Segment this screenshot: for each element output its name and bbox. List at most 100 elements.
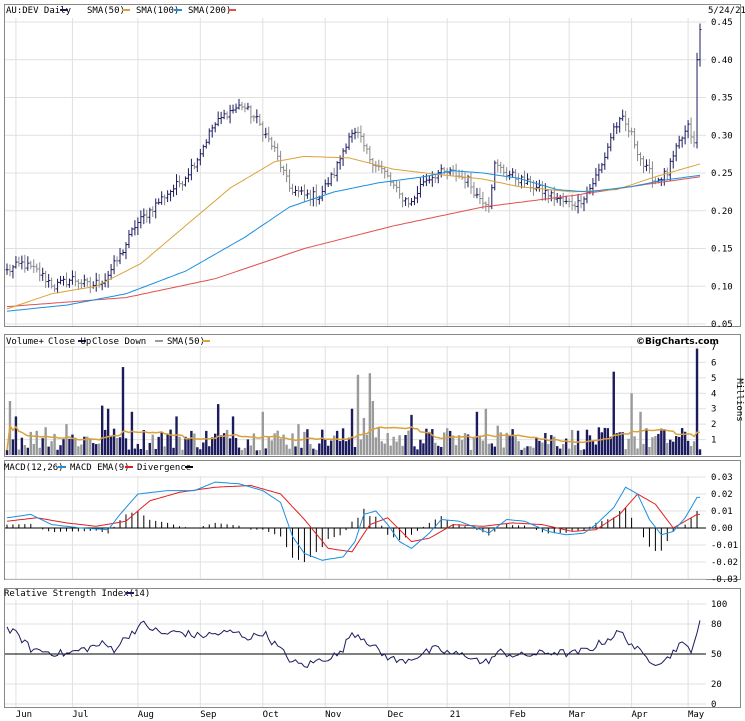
volume-bar [383, 443, 386, 455]
volume-bar [654, 436, 657, 455]
volume-bar [535, 438, 538, 455]
volume-bar [306, 429, 309, 455]
volume-bar [205, 430, 208, 455]
volume-bar [309, 444, 312, 455]
volume-series [5, 348, 702, 455]
volume-bar [493, 446, 496, 455]
macd-legend: MACD(12,26) MACD EMA(9) Divergence [4, 463, 193, 473]
volume-bar [294, 446, 297, 455]
volume-bar [636, 448, 639, 455]
macd-line [6, 481, 700, 561]
volume-bar [648, 446, 651, 455]
volume-bar [77, 446, 80, 455]
legend-swatch-sma100 [174, 9, 182, 11]
volume-bar [59, 445, 62, 455]
rsi-tick-label: 20 [711, 680, 722, 690]
volume-tick-label: 2 [711, 420, 716, 430]
volume-bar [139, 449, 143, 455]
volume-bar [686, 440, 690, 455]
volume-bar [103, 429, 107, 455]
volume-bar [321, 429, 324, 455]
volume-bar [92, 443, 95, 455]
x-tick-label: Sep [200, 710, 216, 720]
price-legend: AU:DEV Daily SMA(50) SMA(100) SMA(200) 5… [6, 6, 745, 16]
volume-bar [359, 439, 363, 455]
volume-bar [496, 425, 499, 455]
macd-series [5, 481, 706, 562]
price-tick-label: 0.05 [711, 320, 733, 330]
rsi-line [6, 620, 701, 668]
volume-bar [419, 439, 422, 455]
volume-bar [327, 445, 330, 455]
volume-tick-label: 5 [711, 374, 716, 384]
volume-bar [597, 427, 601, 455]
volume-bar [579, 450, 583, 455]
volume-bar [344, 441, 348, 455]
volume-bar [246, 439, 250, 455]
volume-bar [32, 443, 35, 455]
volume-bar [14, 416, 18, 455]
volume-bar [460, 439, 464, 455]
volume-bar [377, 427, 380, 455]
volume-bar [225, 429, 229, 455]
volume-bar [11, 439, 15, 455]
volume-bar [279, 438, 282, 455]
volume-bar [541, 442, 544, 455]
volume-bar [98, 443, 101, 455]
volume-bar [216, 404, 220, 455]
volume-bar [264, 448, 267, 455]
legend-volume: Volume+ [6, 337, 45, 347]
volume-bar [121, 367, 125, 455]
volume-bar [660, 428, 663, 455]
legend-close-up: Close Up [48, 337, 91, 347]
volume-bar [573, 445, 577, 455]
volume-bar [624, 449, 627, 455]
volume-bar [29, 431, 32, 455]
volume-bar [109, 436, 113, 455]
volume-bar [514, 436, 517, 455]
volume-bar [184, 436, 187, 455]
legend-swatch-vol-sma50 [202, 340, 210, 342]
volume-bar [517, 441, 520, 455]
volume-bar [142, 430, 146, 455]
volume-bar [481, 440, 485, 455]
volume-bar [478, 436, 482, 455]
volume-bar [642, 443, 645, 455]
volume-bar [199, 449, 202, 455]
volume-bar [440, 446, 443, 455]
volume-bar [285, 444, 288, 455]
volume-bar [448, 430, 452, 455]
price-tick-label: 0.10 [711, 282, 733, 292]
volume-bar [133, 448, 137, 455]
x-tick-label: Apr [631, 710, 648, 720]
volume-bar [112, 428, 116, 455]
volume-bar [17, 449, 21, 455]
sma200-line [6, 176, 701, 308]
legend-rsi: Relative Strength Index(14) [4, 589, 150, 599]
volume-bar [341, 428, 345, 455]
volume-bar [692, 441, 696, 455]
volume-bar [270, 440, 273, 455]
volume-bar [127, 449, 131, 455]
volume-bar [490, 443, 494, 455]
volume-bar [523, 447, 526, 455]
volume-tick-label: 3 [711, 405, 716, 415]
volume-bar [202, 442, 205, 455]
legend-swatch-sma50 [122, 9, 130, 11]
legend-sma100: SMA(100) [136, 6, 179, 16]
volume-bar [499, 432, 502, 455]
volume-bar [338, 441, 342, 455]
volume-bar [404, 435, 407, 455]
volume-bar [26, 447, 30, 455]
price-tick-label: 0.15 [711, 245, 733, 255]
volume-bar [35, 430, 38, 455]
volume-bar [356, 374, 360, 455]
volume-bar [38, 447, 41, 455]
volume-bar [136, 443, 140, 455]
legend-swatch-price [60, 9, 68, 11]
volume-bar [698, 449, 702, 455]
volume-bar [74, 437, 77, 455]
x-tick-label: May [688, 710, 705, 720]
volume-bar [615, 433, 618, 455]
volume-bar [368, 373, 372, 455]
